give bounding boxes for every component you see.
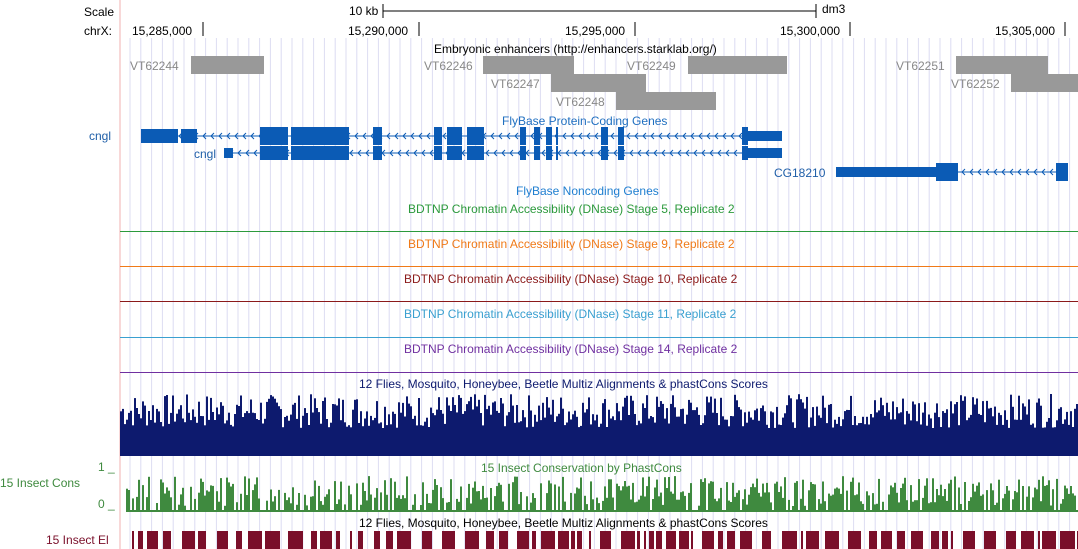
assembly-label: dm3 xyxy=(822,2,846,16)
elements-track-title[interactable]: 12 Flies, Mosquito, Honeybee, Beetle Mul… xyxy=(359,516,768,530)
dnase-stage9-signal xyxy=(120,266,1078,267)
phastcons-scale-min: 0 _ xyxy=(98,497,115,511)
scale-label: Scale xyxy=(84,5,115,19)
enhancer-block[interactable] xyxy=(483,56,574,74)
dnase-stage5-title[interactable]: BDTNP Chromatin Accessibility (DNase) St… xyxy=(408,202,735,216)
elements-blocks xyxy=(132,531,1078,549)
enhancer-block[interactable] xyxy=(688,56,787,74)
enhancer-block[interactable] xyxy=(956,56,1048,74)
scale-bar xyxy=(382,4,817,18)
dnase-stage11-title[interactable]: BDTNP Chromatin Accessibility (DNase) St… xyxy=(404,307,737,321)
dnase-stage14-signal xyxy=(120,372,1078,373)
enhancers-track-title[interactable]: Embryonic enhancers (http://enhancers.st… xyxy=(434,42,717,56)
ruler-ticks xyxy=(202,22,1066,36)
gene-label-cg18210[interactable]: CG18210 xyxy=(774,166,826,180)
gene-label-cngl[interactable]: cngl xyxy=(89,129,112,143)
enhancer-block[interactable] xyxy=(551,74,646,92)
dnase-stage10-signal xyxy=(120,301,1078,302)
ruler-tick-label: 15,295,000 xyxy=(565,24,626,38)
ruler-tick-label: 15,300,000 xyxy=(780,24,841,38)
dnase-stage5-signal xyxy=(120,231,1078,232)
gene-models[interactable] xyxy=(0,0,1078,190)
ruler-tick-label: 15,305,000 xyxy=(995,24,1056,38)
elements-side-label[interactable]: 15 Insect El xyxy=(46,533,109,547)
phastcons-scale-max: 1 _ xyxy=(98,460,115,474)
enhancer-label: VT62248 xyxy=(556,95,605,109)
phastcons-track-title[interactable]: 15 Insect Conservation by PhastCons xyxy=(481,461,682,475)
flybase-coding-track-title[interactable]: FlyBase Protein-Coding Genes xyxy=(502,114,668,128)
phastcons-signal xyxy=(126,476,1078,512)
multiz-track-title[interactable]: 12 Flies, Mosquito, Honeybee, Beetle Mul… xyxy=(359,377,768,391)
ruler-tick-label: 15,290,000 xyxy=(348,24,409,38)
scale-value: 10 kb xyxy=(349,4,379,18)
enhancer-block[interactable] xyxy=(191,56,264,74)
enhancer-label: VT62252 xyxy=(951,77,1000,91)
dnase-stage9-title[interactable]: BDTNP Chromatin Accessibility (DNase) St… xyxy=(408,237,735,251)
dnase-stage11-signal xyxy=(120,337,1078,338)
dnase-stage14-title[interactable]: BDTNP Chromatin Accessibility (DNase) St… xyxy=(404,342,738,356)
dnase-stage10-title[interactable]: BDTNP Chromatin Accessibility (DNase) St… xyxy=(404,272,738,286)
enhancer-label: VT62246 xyxy=(424,59,473,73)
enhancer-block[interactable] xyxy=(1011,74,1078,92)
enhancer-block[interactable] xyxy=(616,92,716,110)
enhancer-label: VT62249 xyxy=(627,59,676,73)
phastcons-side-label[interactable]: 15 Insect Cons xyxy=(0,476,81,490)
flybase-noncoding-track-title[interactable]: FlyBase Noncoding Genes xyxy=(516,184,659,198)
chrom-label: chrX: xyxy=(84,24,113,38)
enhancer-label: VT62244 xyxy=(130,59,179,73)
gene-label-cngl[interactable]: cngl xyxy=(194,147,217,161)
enhancer-label: VT62247 xyxy=(491,77,540,91)
ruler-tick-label: 15,285,000 xyxy=(132,24,193,38)
multiz-signal xyxy=(120,394,1078,456)
enhancer-label: VT62251 xyxy=(896,59,945,73)
